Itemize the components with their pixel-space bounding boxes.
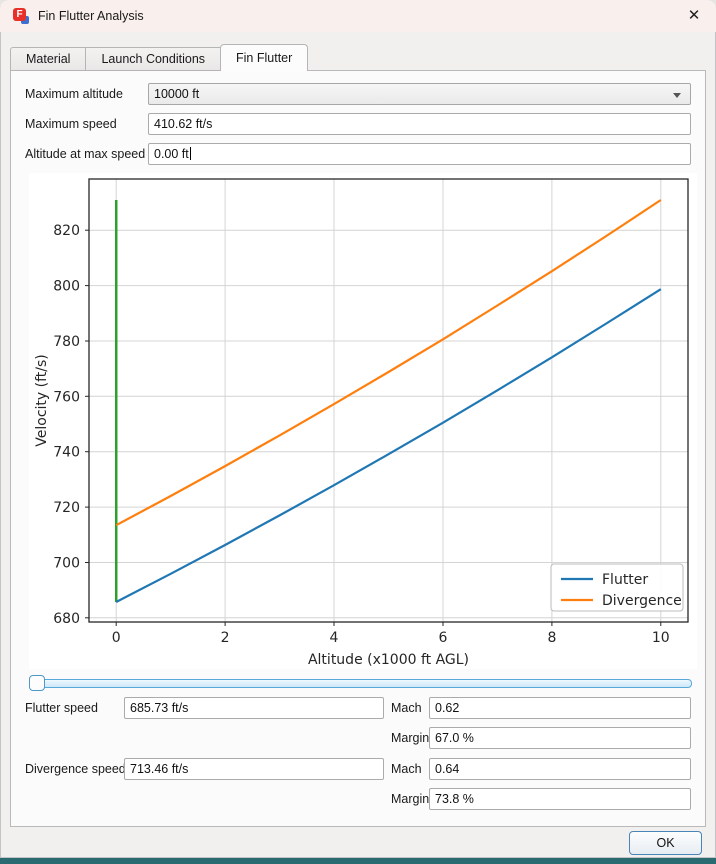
desktop-edge-strip: [0, 858, 716, 864]
divergence-mach-field[interactable]: 0.64: [429, 758, 691, 780]
x-tick-label: 6: [439, 630, 448, 646]
flutter-speed-value: 685.73 ft/s: [130, 701, 189, 715]
flutter-chart: 0 2 4 6 8 10 680 700 720 740 760 780 800 820 Altitude …: [29, 173, 697, 669]
x-tick-label: 2: [221, 630, 230, 646]
y-tick-label: 780: [53, 334, 80, 350]
x-tick-label: 4: [330, 630, 339, 646]
text-caret: [189, 147, 191, 160]
divergence-margin-label: Margin: [391, 792, 430, 806]
slider-track[interactable]: [30, 679, 692, 688]
y-tick-label: 680: [53, 611, 80, 627]
flutter-margin-value: 67.0 %: [435, 731, 474, 745]
max-speed-value: 410.62 ft/s: [154, 117, 213, 131]
x-tick-label: 10: [652, 630, 670, 646]
flutter-speed-label: Flutter speed: [25, 701, 98, 715]
divergence-speed-value: 713.46 ft/s: [130, 762, 189, 776]
slider-handle[interactable]: [29, 675, 45, 691]
divergence-mach-value: 0.64: [435, 762, 460, 776]
divergence-margin-value: 73.8 %: [435, 792, 474, 806]
divergence-margin-field[interactable]: 73.8 %: [429, 788, 691, 810]
y-tick-label: 760: [53, 389, 80, 405]
max-altitude-value: 10000 ft: [154, 87, 200, 101]
max-speed-label: Maximum speed: [25, 117, 117, 131]
flutter-chart-svg: 0 2 4 6 8 10 680 700 720 740 760 780 800 820 Altitude …: [34, 178, 689, 668]
divergence-mach-label: Mach: [391, 762, 422, 776]
x-tick-label: 8: [547, 630, 556, 646]
series-line-flutter: [115, 288, 662, 603]
window-title: Fin Flutter Analysis: [38, 9, 144, 23]
y-tick-label: 800: [53, 279, 80, 295]
alt-at-max-speed-label: Altitude at max speed: [25, 147, 146, 161]
flutter-speed-field[interactable]: 685.73 ft/s: [124, 697, 384, 719]
x-axis-label: Altitude (x1000 ft AGL): [308, 652, 469, 668]
y-tick-label: 720: [53, 500, 80, 516]
tab-launch-conditions[interactable]: Launch Conditions: [85, 47, 221, 71]
y-tick-label: 700: [53, 556, 80, 572]
divergence-speed-label: Divergence speed: [25, 762, 126, 776]
plot-border: [88, 178, 689, 623]
app-icon: F: [13, 8, 29, 24]
chevron-down-icon: [673, 93, 681, 98]
flutter-margin-field[interactable]: 67.0 %: [429, 727, 691, 749]
app-icon-letter: F: [13, 8, 26, 21]
y-tick-label: 820: [53, 223, 80, 239]
ok-button[interactable]: OK: [629, 831, 702, 855]
close-icon[interactable]: ✕: [687, 7, 701, 24]
altitude-slider[interactable]: [29, 674, 693, 692]
y-axis-label: Velocity (ft/s): [34, 354, 50, 446]
flutter-mach-value: 0.62: [435, 701, 460, 715]
legend-label: Flutter: [602, 572, 648, 588]
max-altitude-combobox[interactable]: 10000 ft: [148, 83, 691, 105]
x-tick-label: 0: [112, 630, 121, 646]
series-line-divergence: [115, 199, 662, 527]
y-tick-label: 740: [53, 445, 80, 461]
legend-label: Divergence: [602, 593, 682, 609]
max-speed-input[interactable]: 410.62 ft/s: [148, 113, 691, 135]
tab-fin-flutter[interactable]: Fin Flutter: [220, 44, 309, 71]
alt-at-max-speed-input[interactable]: 0.00 ft: [148, 143, 691, 165]
title-bar: F Fin Flutter Analysis ✕: [0, 0, 716, 32]
tab-material[interactable]: Material: [10, 47, 86, 71]
fin-flutter-tab-pane: Maximum altitude 10000 ft Maximum speed …: [10, 70, 706, 827]
tab-bar: Material Launch Conditions Fin Flutter: [10, 44, 309, 71]
alt-at-max-speed-value: 0.00 ft: [154, 147, 189, 161]
divergence-speed-field[interactable]: 713.46 ft/s: [124, 758, 384, 780]
flutter-margin-label: Margin: [391, 731, 430, 745]
max-altitude-label: Maximum altitude: [25, 87, 123, 101]
flutter-mach-field[interactable]: 0.62: [429, 697, 691, 719]
flutter-mach-label: Mach: [391, 701, 422, 715]
